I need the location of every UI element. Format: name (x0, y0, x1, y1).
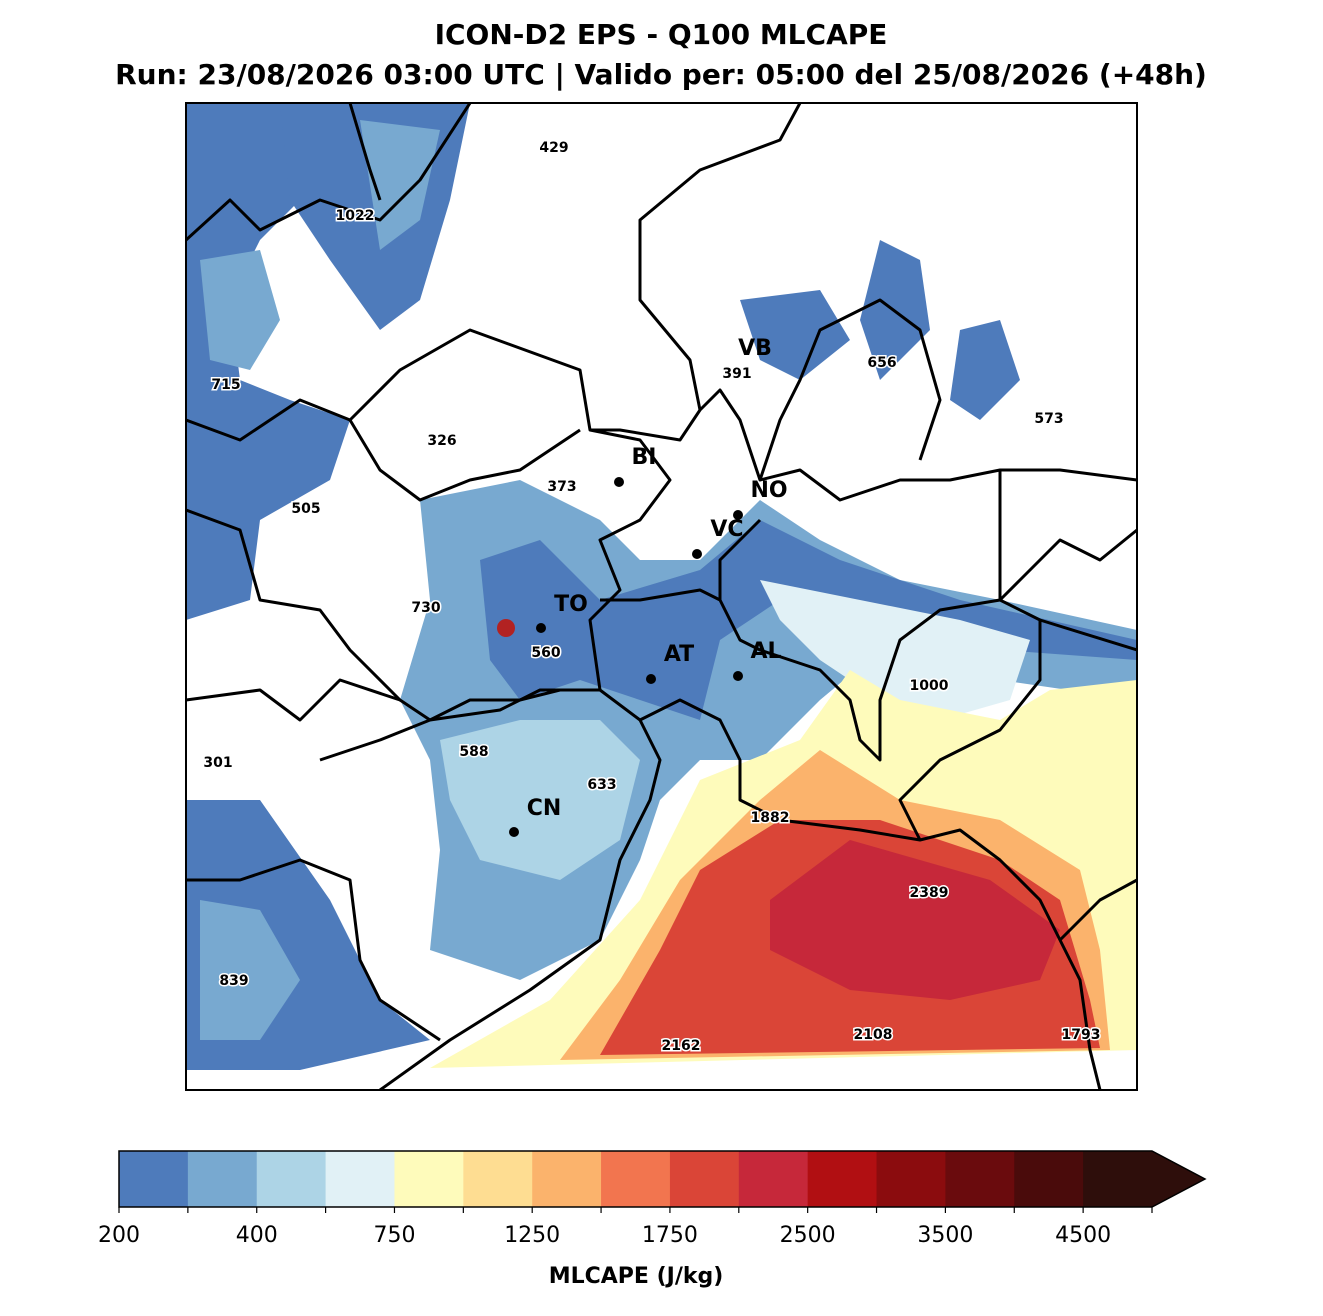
field-layer (186, 103, 1137, 1070)
border (638, 103, 802, 411)
cape-region (480, 520, 1137, 720)
colorbar: 200 400 750 1250 1750 2500 3500 4500 (98, 1150, 1207, 1248)
title: ICON-D2 EPS - Q100 MLCAPE (435, 18, 888, 51)
city-label: AT (664, 642, 694, 667)
colorbar-segment (256, 1151, 327, 1207)
border (186, 678, 401, 722)
colorbar-tick-label: 1250 (504, 1223, 560, 1248)
cape-region (760, 580, 1030, 720)
border (718, 518, 762, 600)
value-label: 2389 (910, 885, 949, 901)
border (186, 328, 672, 1090)
colorbar-segment (119, 1151, 189, 1207)
border (998, 528, 1137, 602)
value-label: 730 (411, 600, 440, 616)
colorbar-tick-label: 2500 (780, 1223, 836, 1248)
cape-region (200, 900, 300, 1040)
value-label: 560 (531, 645, 560, 661)
cape-region (950, 320, 1020, 420)
city-label: CN (527, 796, 562, 821)
value-label: 1882 (751, 810, 790, 826)
border (186, 858, 441, 1042)
value-label: 715 (211, 377, 240, 393)
border (600, 588, 1137, 762)
labels: 429 1022 715 326 373 505 730 560 391 656 573 1000 58… (202, 139, 1102, 1056)
value-label: 326 (427, 433, 456, 449)
city-dot (536, 623, 546, 633)
colorbar-segment (807, 1151, 878, 1207)
cape-region (360, 120, 440, 250)
location-marker (497, 619, 515, 637)
value-label: 1000 (910, 678, 949, 694)
value-label: 373 (547, 479, 576, 495)
cape-region (740, 290, 850, 380)
city-dot (692, 549, 702, 559)
cape-region (770, 840, 1060, 1000)
colorbar-segment (1014, 1151, 1084, 1207)
city-dot (614, 477, 624, 487)
value-label: 588 (459, 744, 488, 760)
value-label: 656 (867, 355, 896, 371)
border (758, 298, 942, 481)
city-label: BI (632, 445, 657, 470)
city-label: NO (750, 478, 787, 503)
colorbar-label: MLCAPE (J/kg) (549, 1264, 724, 1289)
city-label: VC (710, 517, 743, 542)
value-label: 839 (219, 973, 248, 989)
colorbar-tick-label: 400 (236, 1223, 278, 1248)
colorbar-outline (118, 1150, 1207, 1208)
borders (186, 103, 1137, 1090)
colorbar-segment (325, 1151, 395, 1207)
colorbar-tick-label: 3500 (917, 1223, 973, 1248)
city-label: VB (738, 336, 772, 361)
value-label: 1022 (336, 208, 375, 224)
colorbar-segment (945, 1151, 1015, 1207)
value-label: 2162 (662, 1038, 701, 1054)
colorbar-segment (187, 1151, 258, 1207)
city-dot (509, 827, 519, 837)
cape-region (200, 250, 280, 370)
city-label: TO (554, 592, 588, 617)
colorbar-segment (463, 1151, 533, 1207)
border (348, 419, 581, 502)
city-label: AL (750, 639, 781, 664)
value-label: 301 (203, 755, 232, 771)
map-frame (185, 102, 1138, 1091)
colorbar-segment (394, 1151, 464, 1207)
border (1058, 878, 1137, 942)
cape-region (186, 103, 350, 620)
border (348, 103, 382, 201)
colorbar-segment (532, 1151, 602, 1207)
subtitle: Run: 23/08/2026 03:00 UTC | Valido per: … (115, 58, 1207, 91)
border (186, 103, 472, 242)
value-label: 633 (587, 777, 616, 793)
border (590, 388, 1137, 502)
colorbar-tick-label: 200 (98, 1223, 140, 1248)
colorbar-segment (669, 1151, 740, 1207)
value-label: 573 (1034, 411, 1063, 427)
cape-region (440, 720, 640, 880)
city-dot (733, 671, 743, 681)
border (898, 620, 1042, 841)
colorbar-segment (1083, 1151, 1153, 1207)
colorbar-tick-label: 750 (373, 1223, 415, 1248)
value-label: 429 (539, 140, 568, 156)
colorbar-tick-label: 1750 (642, 1223, 698, 1248)
colorbar-segment (876, 1151, 946, 1207)
colorbar-segment (601, 1151, 671, 1207)
colorbar-tick-label: 4500 (1055, 1223, 1111, 1248)
border (319, 688, 561, 762)
value-label: 505 (291, 501, 320, 517)
colorbar-segment (738, 1151, 809, 1207)
colorbar-extension (1152, 1151, 1205, 1207)
value-label: 1793 (1062, 1027, 1101, 1043)
value-label: 391 (722, 366, 751, 382)
city-dot (733, 510, 743, 520)
value-label: 2108 (854, 1027, 893, 1043)
city-dot (646, 674, 656, 684)
